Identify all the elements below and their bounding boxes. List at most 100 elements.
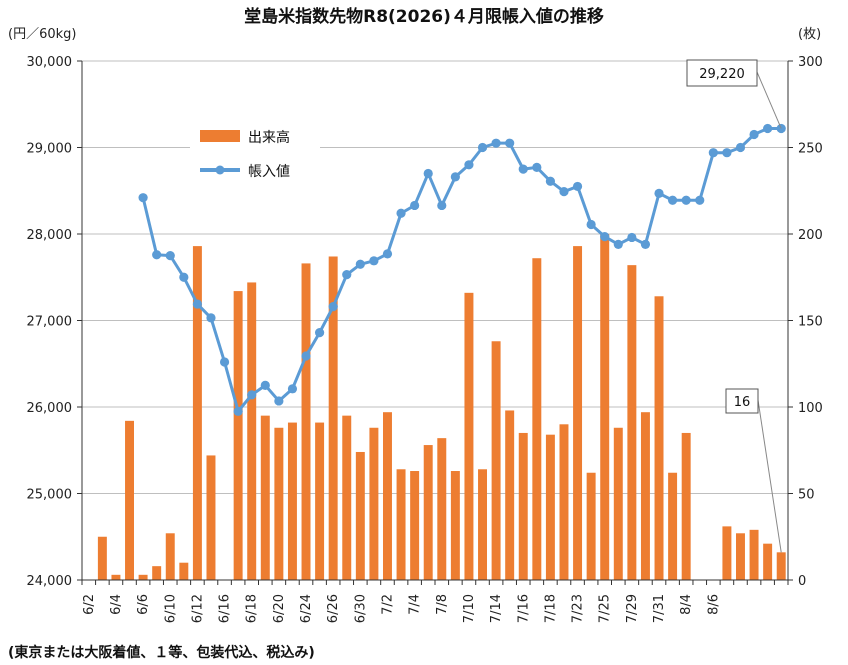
settlement-point xyxy=(518,164,528,174)
x-tick-label: 7/14 xyxy=(489,594,504,623)
volume-bar xyxy=(342,415,352,580)
volume-bar xyxy=(328,256,338,580)
callout-box xyxy=(686,59,758,87)
callouts: 29,220 16 xyxy=(686,59,782,553)
settlement-point xyxy=(667,195,678,205)
settlement-point xyxy=(654,188,664,198)
settlement-point xyxy=(301,351,311,361)
legend-line-marker xyxy=(215,165,225,175)
volume-bar xyxy=(681,432,691,580)
x-tick-label: 7/8 xyxy=(435,594,450,615)
volume-bar xyxy=(125,420,134,580)
settlement-point xyxy=(559,187,569,197)
right-tick-label: 0 xyxy=(798,574,806,589)
settlement-point xyxy=(505,138,515,148)
settlement-point xyxy=(396,208,406,218)
volume-bar xyxy=(260,415,270,580)
volume-bar xyxy=(138,574,148,580)
volume-bar xyxy=(383,412,392,580)
line-series xyxy=(138,123,786,416)
volume-bar xyxy=(505,410,515,580)
bar-series xyxy=(97,234,786,581)
x-tick-label: 6/24 xyxy=(299,594,314,623)
settlement-point xyxy=(233,406,243,416)
settlement-point xyxy=(627,232,637,243)
x-tick-label: 7/16 xyxy=(516,594,531,623)
x-tick-label: 6/26 xyxy=(326,594,341,623)
volume-bar xyxy=(627,265,637,580)
x-tick-label: 6/2 xyxy=(82,594,97,615)
chart-title: 堂島米指数先物R8(2026)４月限帳入値の推移 xyxy=(244,6,604,27)
settlement-point xyxy=(572,181,583,192)
volume-bar xyxy=(763,543,773,580)
volume-bar xyxy=(464,292,474,580)
volume-bar xyxy=(315,422,325,580)
legend-bar-label: 出来高 xyxy=(248,129,290,146)
settlement-point xyxy=(735,142,746,153)
left-tick-label: 30,000 xyxy=(27,55,73,70)
settlement-point xyxy=(355,259,365,269)
settlement-point xyxy=(152,250,162,260)
volume-bar xyxy=(287,422,297,580)
x-tick-label: 8/6 xyxy=(706,594,721,615)
callout-box xyxy=(725,388,759,414)
settlement-point xyxy=(247,390,257,400)
volume-bar xyxy=(736,533,745,580)
x-tick-label: 7/18 xyxy=(543,594,558,623)
right-tick-label: 300 xyxy=(798,55,823,70)
legend-bar-swatch xyxy=(200,130,240,142)
settlement-point xyxy=(165,251,175,261)
x-tick-label: 8/4 xyxy=(679,594,694,615)
settlement-point xyxy=(192,299,203,309)
volume-bar xyxy=(545,434,555,580)
volume-bar xyxy=(247,282,257,580)
volume-bar xyxy=(668,472,678,580)
callout-label: 29,220 xyxy=(699,67,745,82)
volume-bar xyxy=(559,424,569,580)
x-tick-label: 7/31 xyxy=(652,594,667,623)
settlement-point xyxy=(491,138,501,148)
settlement-point xyxy=(287,384,298,394)
volume-bar xyxy=(423,445,433,580)
right-tick-label: 250 xyxy=(798,142,823,157)
volume-bar xyxy=(97,536,107,580)
volume-bar xyxy=(640,412,650,580)
x-tick-label: 6/12 xyxy=(190,594,205,623)
settlement-point xyxy=(600,231,610,242)
x-tick-label: 7/10 xyxy=(462,594,477,623)
settlement-point xyxy=(274,396,284,406)
left-tick-label: 28,000 xyxy=(27,228,73,243)
settlement-point xyxy=(640,239,651,249)
x-tick-label: 6/30 xyxy=(353,594,368,623)
volume-bar xyxy=(179,562,189,580)
callout-label: 16 xyxy=(734,395,751,410)
settlement-point xyxy=(260,380,270,390)
x-tick-label: 7/29 xyxy=(625,594,640,623)
settlement-point xyxy=(708,148,718,158)
left-tick-label: 25,000 xyxy=(27,488,73,503)
x-tick-label: 7/4 xyxy=(408,594,423,615)
settlement-point xyxy=(695,195,705,205)
settlement-point xyxy=(369,256,379,266)
right-axis-unit: (枚) xyxy=(798,27,821,42)
settlement-point xyxy=(545,176,556,186)
settlement-point xyxy=(138,193,148,203)
left-tick-label: 29,000 xyxy=(27,142,73,157)
legend: 出来高 帳入値 xyxy=(190,120,320,188)
volume-bar xyxy=(749,529,759,580)
volume-bar xyxy=(491,341,501,580)
volume-bar xyxy=(396,469,406,580)
volume-bar xyxy=(573,246,583,581)
x-tick-label: 6/4 xyxy=(109,594,124,615)
left-tick-label: 24,000 xyxy=(27,574,73,589)
settlement-point xyxy=(437,200,447,211)
volume-bar xyxy=(152,566,162,580)
x-tick-label: 6/6 xyxy=(136,594,151,615)
left-axis-unit: (円／60kg) xyxy=(8,27,76,42)
x-tick-label: 6/18 xyxy=(245,594,260,623)
volume-bar xyxy=(410,471,420,580)
x-tick-label: 7/25 xyxy=(598,594,613,623)
x-tick-label: 7/23 xyxy=(571,594,586,623)
settlement-point xyxy=(328,302,338,312)
legend-line-label: 帳入値 xyxy=(248,164,290,180)
